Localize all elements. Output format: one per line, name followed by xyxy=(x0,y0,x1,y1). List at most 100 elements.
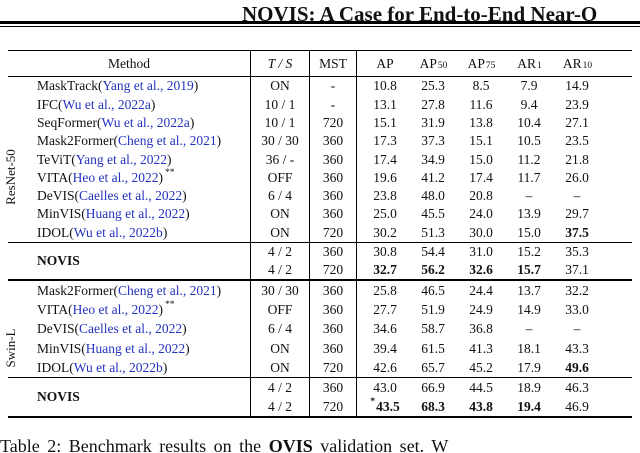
ts-cell: 30 / 30 xyxy=(250,281,310,301)
method-cell: MinVIS (Huang et al., 2022) xyxy=(8,205,250,223)
ap-cell: 42.6 xyxy=(373,359,397,375)
metric-values: 30.8 54.4 31.0 15.2 35.3 xyxy=(361,243,601,261)
paren-open: ( xyxy=(58,96,63,112)
table-caption: Table 2: Benchmark results on the OVIS v… xyxy=(0,436,640,453)
ap50-cell: 51.3 xyxy=(421,224,445,240)
header-rule-thin xyxy=(0,26,640,27)
ts-cell: 6 / 4 xyxy=(250,319,310,339)
ap-cell: 10.8 xyxy=(373,78,397,94)
paren-open: ( xyxy=(74,188,80,204)
col-header-ap: AP xyxy=(361,51,409,76)
table-row: IDOL (Wu et al., 2022b) ON 720 42.6 65.7… xyxy=(8,358,632,378)
paren-close: ) xyxy=(162,359,168,375)
citation-link[interactable]: Wu et al., 2022a xyxy=(101,114,190,130)
ts-cell: 4 / 2 xyxy=(250,378,310,398)
citation-link[interactable]: Wu et al., 2022a xyxy=(62,96,151,112)
ap75-cell: 11.6 xyxy=(469,96,493,112)
ar10-cell: 43.3 xyxy=(565,340,589,356)
ts-cell: 30 / 30 xyxy=(250,131,310,151)
ar10-cell: 29.7 xyxy=(565,206,589,222)
ap50-cell: 31.9 xyxy=(421,114,445,130)
metric-headers: AP AP 50 AP 75 AR 1 AR 10 xyxy=(361,51,601,76)
citation-link[interactable]: Caelles et al., 2022 xyxy=(79,321,183,337)
ap75-cell: 30.0 xyxy=(469,224,493,240)
paren-open: ( xyxy=(81,206,86,222)
ap75-cell: 15.0 xyxy=(469,151,493,167)
ar10-cell: 21.8 xyxy=(565,151,589,167)
table-row: Mask2Former (Cheng et al., 2021) 30 / 30… xyxy=(8,281,632,301)
metric-values: 13.1 27.8 11.6 9.4 23.9 xyxy=(361,95,601,113)
ar1-cell: 17.9 xyxy=(517,359,541,375)
method-cell: Mask2Former (Cheng et al., 2021) xyxy=(8,132,250,150)
ar1-cell: 15.0 xyxy=(517,224,541,240)
ap75-cell: 44.5 xyxy=(469,379,493,395)
ap50-cell: 54.4 xyxy=(421,244,445,260)
ap50-cell: 27.8 xyxy=(421,96,445,112)
paren-close: ) xyxy=(216,133,222,149)
method-cell: IDOL (Wu et al., 2022b) xyxy=(8,358,250,377)
mst-cell: 360 xyxy=(310,242,357,261)
citation-link[interactable]: Yang et al., 2022 xyxy=(75,151,167,167)
col-header-mst: MST xyxy=(310,51,357,76)
method-name: VITA xyxy=(37,169,69,185)
mst-cell: - xyxy=(310,77,357,96)
ts-cell: 4 / 2 xyxy=(250,260,310,280)
method-cell: MinVIS (Huang et al., 2022) xyxy=(8,339,250,358)
citation-link[interactable]: Wu et al., 2022b xyxy=(73,224,163,240)
metric-base: AR xyxy=(517,55,536,71)
citation-link[interactable]: Huang et al., 2022 xyxy=(85,206,186,222)
table-row: MaskTrack (Yang et al., 2019) ON - 10.8 … xyxy=(8,77,632,96)
ar10-cell: 35.3 xyxy=(565,244,589,260)
citation-link[interactable]: Wu et al., 2022b xyxy=(73,359,163,375)
metric-base: AP xyxy=(419,55,437,71)
citation-link[interactable]: Cheng et al., 2021 xyxy=(118,283,217,299)
citation-link[interactable]: Huang et al., 2022 xyxy=(85,340,186,356)
table-header-row: Method T / S MST AP AP 50 AP 75 AR 1 AR 10 xyxy=(8,51,632,76)
ap50-cell: 37.3 xyxy=(421,133,445,149)
paren-close: ) xyxy=(158,169,164,185)
ts-cell: 10 / 1 xyxy=(250,95,310,114)
method-name: MinVIS xyxy=(37,340,82,356)
double-asterisk-marker: ** xyxy=(165,167,175,178)
ts-cell: ON xyxy=(250,77,310,96)
metric-values: 43.0 66.9 44.5 18.9 46.3 xyxy=(361,378,601,397)
ap75-cell: 45.2 xyxy=(469,359,493,375)
method-name: IFC xyxy=(37,96,59,112)
metric-values: 25.0 45.5 24.0 13.9 29.7 xyxy=(361,205,601,223)
paren-open: ( xyxy=(68,169,73,185)
ar1-cell: 15.7 xyxy=(517,262,541,278)
ap50-cell: 51.9 xyxy=(421,302,445,318)
metric-values: 23.8 48.0 20.8 – – xyxy=(361,187,601,205)
ar1-cell: 19.4 xyxy=(517,398,541,414)
mst-cell: 360 xyxy=(310,205,357,224)
table-row: 4 / 2 720 32.7 56.2 32.6 15.7 37.1 xyxy=(250,260,632,280)
ar1-cell: – xyxy=(525,321,533,337)
paren-close: ) xyxy=(193,78,199,94)
ap50-cell: 65.7 xyxy=(421,359,445,375)
citation-link[interactable]: Heo et al., 2022 xyxy=(72,169,159,185)
table-header-rule xyxy=(8,76,632,77)
table-top-rule xyxy=(8,50,632,51)
ap50-cell: 45.5 xyxy=(421,206,445,222)
ts-cell: 6 / 4 xyxy=(250,186,310,206)
ap75-cell: 41.3 xyxy=(469,340,493,356)
ap50-cell: 46.5 xyxy=(421,283,445,299)
paren-open: ( xyxy=(97,114,102,130)
method-cell: MaskTrack (Yang et al., 2019) xyxy=(8,77,250,95)
ts-cell: 36 / - xyxy=(250,150,310,169)
citation-link[interactable]: Yang et al., 2019 xyxy=(102,78,194,94)
ap50-cell: 68.3 xyxy=(421,398,445,414)
mst-cell: 360 xyxy=(310,378,357,398)
paren-open: ( xyxy=(69,224,74,240)
citation-link[interactable]: Cheng et al., 2021 xyxy=(118,133,217,149)
ap-cell: 39.4 xyxy=(373,340,397,356)
metric-sub: 1 xyxy=(537,60,542,71)
citation-link[interactable]: Caelles et al., 2022 xyxy=(79,188,183,204)
table-row: SeqFormer (Wu et al., 2022a) 10 / 1 720 … xyxy=(8,113,632,132)
ar10-cell: 46.3 xyxy=(565,379,589,395)
ap75-cell: 24.0 xyxy=(469,206,493,222)
paren-close: ) xyxy=(189,114,195,130)
citation-link[interactable]: Heo et al., 2022 xyxy=(72,302,159,318)
metric-sub: 75 xyxy=(485,60,496,71)
ap75-cell: 17.4 xyxy=(469,169,493,185)
